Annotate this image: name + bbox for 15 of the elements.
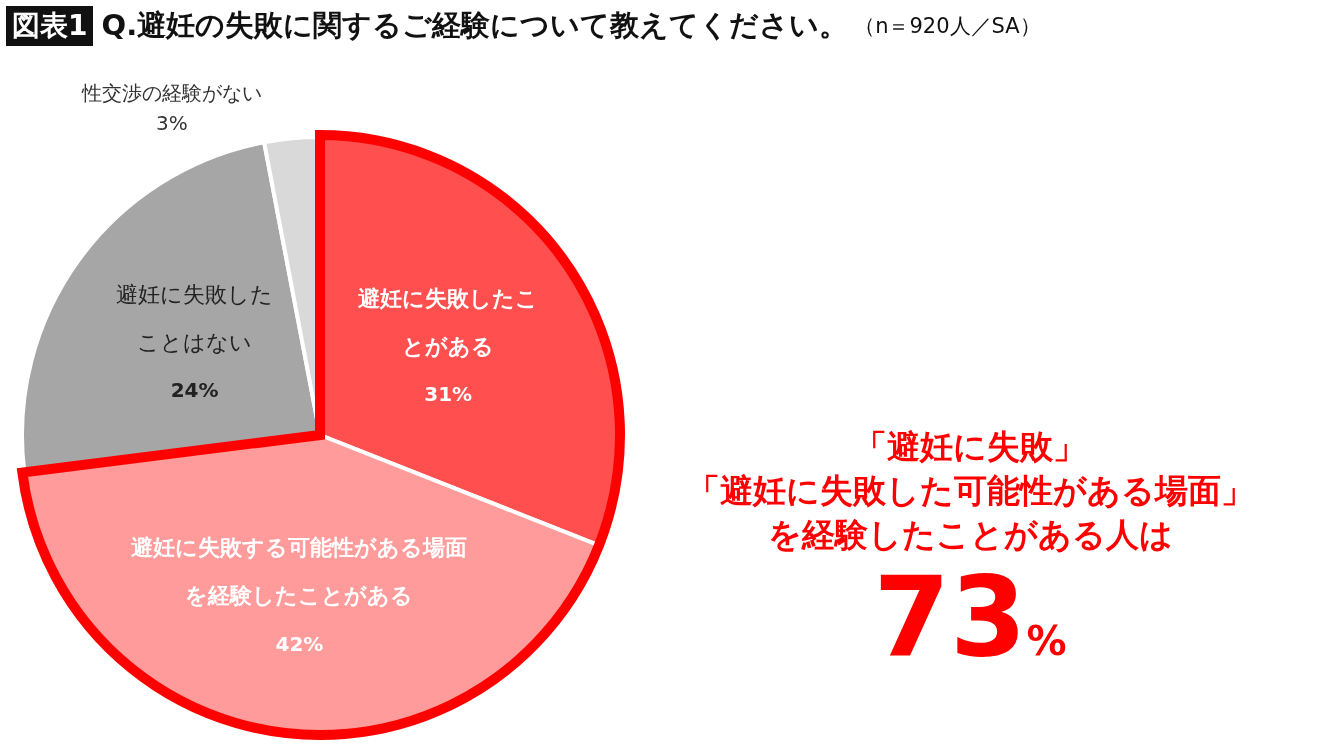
text: を経験したことがある人は: [766, 514, 1174, 556]
data-label: 31%: [424, 382, 473, 407]
text: 「避妊に失敗」: [853, 426, 1087, 468]
chart-title: Q.避妊の失敗に関するご経験について教えてください。: [101, 7, 849, 44]
slice-label: 避妊に失敗する可能性がある場面を経験したことがある: [131, 535, 468, 609]
slice-label: 避妊に失敗したことはない: [116, 281, 274, 355]
text: 73%: [872, 553, 1068, 683]
slice-label: 避妊に失敗したことがある: [358, 285, 539, 359]
data-label: 3%: [156, 110, 188, 135]
data-label: 24%: [170, 378, 219, 403]
slice-label: 性交渉の経験がない: [80, 80, 262, 105]
text: 「避妊に失敗した可能性がある場面」: [685, 470, 1255, 512]
text: （n＝920人／SA）: [854, 13, 1041, 40]
text: 図表1: [6, 6, 94, 46]
data-label: 42%: [275, 631, 324, 656]
